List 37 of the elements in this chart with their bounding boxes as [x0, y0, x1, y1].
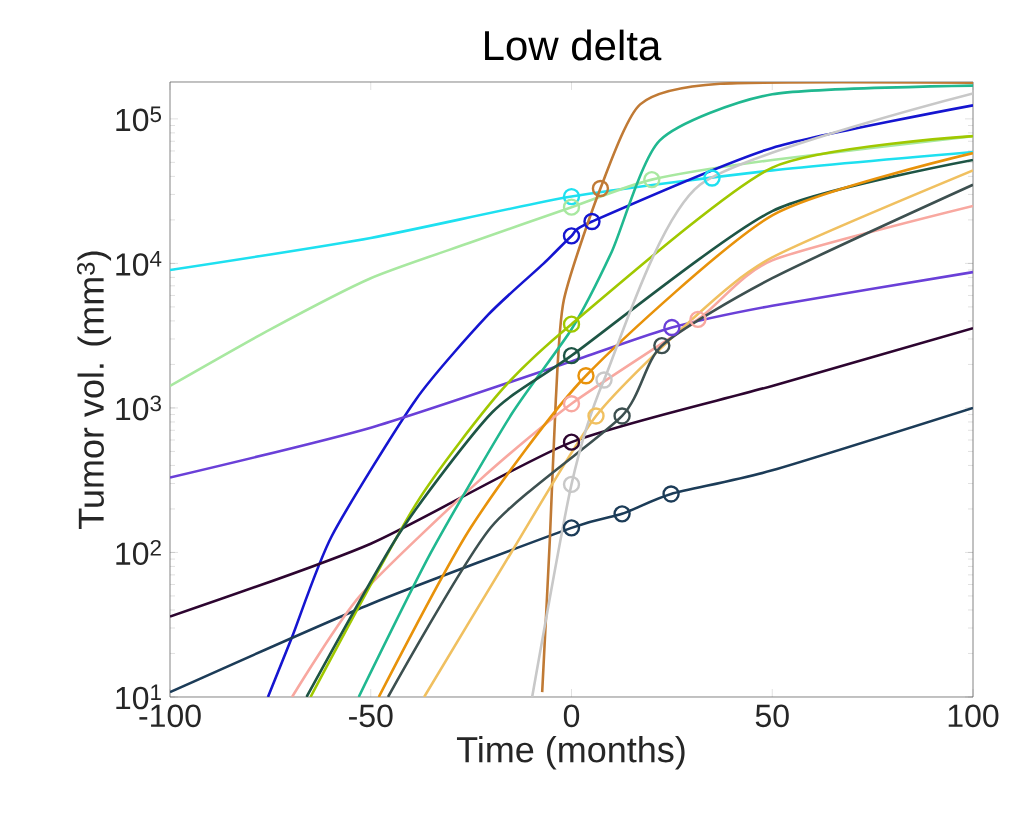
line-series [170, 150, 973, 272]
point [703, 169, 721, 187]
point [613, 505, 631, 523]
x-axis-title: Time (months) [456, 736, 685, 770]
point [587, 407, 605, 425]
x-tick-label: 50 [755, 704, 789, 728]
y-tick-label: 10$^{5}$ [116, 106, 162, 132]
point [583, 212, 601, 231]
point [595, 371, 613, 389]
chart-title: Low delta [485, 29, 662, 61]
y-tick-label: 10$^{3}$ [116, 395, 161, 421]
point [562, 519, 581, 537]
y-axis-title: Tumor vol. (mm$^{3}$) [76, 251, 112, 529]
line-series [170, 326, 973, 618]
point [562, 433, 581, 451]
line-series [170, 270, 973, 479]
x-tick-label: -50 [349, 704, 393, 728]
point [653, 336, 671, 355]
point [562, 475, 581, 494]
point [562, 187, 581, 206]
point [591, 179, 610, 198]
point [663, 318, 681, 337]
point [689, 310, 707, 329]
point [643, 170, 661, 189]
point [562, 198, 581, 216]
point [562, 227, 581, 245]
point [662, 485, 680, 503]
point [562, 394, 581, 413]
line-series [170, 406, 973, 694]
point [562, 315, 581, 333]
y-tick-label: 10$^{4}$ [116, 251, 162, 276]
point [562, 346, 581, 365]
x-tick-label: 0 [563, 704, 580, 728]
x-tick-label: 100 [948, 704, 999, 728]
y-tick-label: 10$^{2}$ [116, 539, 161, 565]
point [577, 367, 595, 385]
point [613, 407, 631, 425]
